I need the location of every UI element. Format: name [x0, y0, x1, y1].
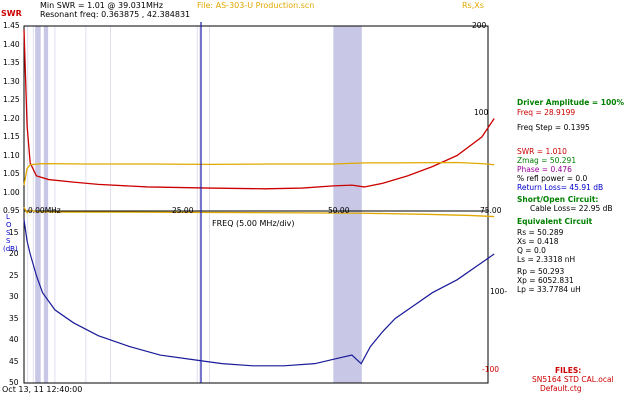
min-swr-text: Min SWR = 1.01 @ 39.031MHz: [40, 1, 164, 10]
xp-value: Xp = 6052.831: [517, 276, 574, 285]
freq-tick-0: 0.00MHz: [28, 206, 61, 215]
loss-tick-label: 25: [9, 270, 19, 280]
loss-label-char: (dB): [3, 245, 18, 253]
resonant-freq-text: Resonant freq: 0.363875 , 42.384831: [40, 10, 191, 19]
freq-axis-label: FREQ (5.00 MHz/div): [212, 219, 295, 228]
loss-label-char: S: [6, 229, 11, 237]
zmag-value: Zmag = 50.291: [517, 156, 577, 165]
loss-tick-label: 35: [9, 313, 19, 323]
return-loss-value: Return Loss= 45.91 dB: [517, 183, 604, 192]
loss-label-char: O: [6, 221, 12, 229]
rs-value: Rs = 50.289: [517, 228, 564, 237]
loss-tick-label: 40: [9, 335, 19, 344]
highlight-band: [35, 26, 41, 383]
right-axis-tick-lower-100: 100-: [490, 287, 508, 296]
loss-tick-label: 30: [9, 292, 19, 301]
refl-power-value: % refl power = 0.0: [517, 174, 588, 183]
loss-tick-label: 50: [9, 378, 19, 387]
lower-series: [23, 219, 495, 367]
xs-value: Xs = 0.418: [517, 237, 559, 246]
swr-tick-label: 1.00: [3, 187, 20, 197]
rp-value: Rp = 50.293: [517, 267, 565, 276]
swr-value: SWR = 1.010: [517, 147, 567, 156]
swr-tick-label: 1.20: [3, 113, 20, 123]
driver-amplitude: Driver Amplitude = 100%: [517, 98, 624, 107]
swr-tick-label: 1.40: [3, 39, 20, 49]
cable-loss-value: Cable Loss= 22.95 dB: [530, 204, 613, 213]
series-xs: [23, 206, 495, 218]
freq-step-value[interactable]: Freq Step = 0.1395: [517, 123, 590, 132]
loss-tick-label: 15: [9, 227, 19, 237]
series-rs: [23, 161, 495, 186]
swr-tick-label: 0.95: [3, 206, 20, 215]
swr-tick-label: 1.30: [3, 76, 20, 86]
files-heading: FILES:: [555, 366, 582, 375]
swr-tick-label: 1.35: [3, 58, 20, 67]
loss-label-char: S: [6, 237, 11, 245]
file-name-text: File: AS-303-U Production.scn: [197, 1, 315, 10]
swr-tick-label: 1.15: [3, 132, 20, 141]
swr-tick-label: 1.25: [3, 95, 20, 104]
highlight-bands: [35, 26, 362, 383]
swr-tick-label: 1.05: [3, 169, 20, 178]
loss-axis-label: L O S S (dB): [3, 213, 18, 253]
highlight-band: [43, 26, 49, 383]
freq-tick-75: 75.00: [480, 206, 502, 215]
freq-tick-50: 50.00: [328, 206, 350, 215]
swr-tick-label: 1.45: [3, 21, 20, 30]
equivalent-circuit-heading: Equivalent Circuit: [517, 217, 593, 226]
swr-tick-label: 1.10: [3, 150, 20, 160]
loss-label-char: L: [6, 213, 10, 221]
freq-tick-25: 25.00: [172, 206, 194, 215]
q-value: Q = 0.0: [517, 246, 546, 255]
highlight-band: [333, 26, 362, 383]
series-swr: [23, 29, 495, 190]
swr-plot-frame: [23, 25, 489, 212]
right-axis-tick-neg100: -100: [482, 365, 500, 374]
config-file-name[interactable]: Default.ctg: [540, 384, 582, 393]
loss-tick-label: 20: [9, 249, 19, 258]
loss-plot-frame: [23, 210, 489, 384]
upper-series: [23, 29, 495, 218]
right-axis-tick-200: 200: [472, 21, 487, 30]
rs-xs-label: Rs,Xs: [462, 1, 484, 10]
ls-value: Ls = 2.3318 nH: [517, 255, 576, 264]
freq-value[interactable]: Freq = 28.9199: [517, 108, 576, 117]
plot-frames: [23, 25, 489, 384]
lp-value: Lp = 33.7784 uH: [517, 285, 581, 294]
loss-tick-label: 45: [9, 356, 19, 366]
right-axis-tick-100: 100: [474, 108, 489, 117]
short-open-heading: Short/Open Circuit:: [517, 195, 599, 204]
plot-gridlines: [27, 26, 211, 383]
timestamp: Oct 13, 11 12:40:00: [2, 385, 83, 394]
swr-axis-label: SWR: [1, 9, 22, 18]
series-return-loss: [23, 219, 495, 367]
cal-file-name[interactable]: SN5164 STD CAL.ocal: [532, 375, 614, 384]
phase-value: Phase = 0.476: [517, 165, 572, 174]
